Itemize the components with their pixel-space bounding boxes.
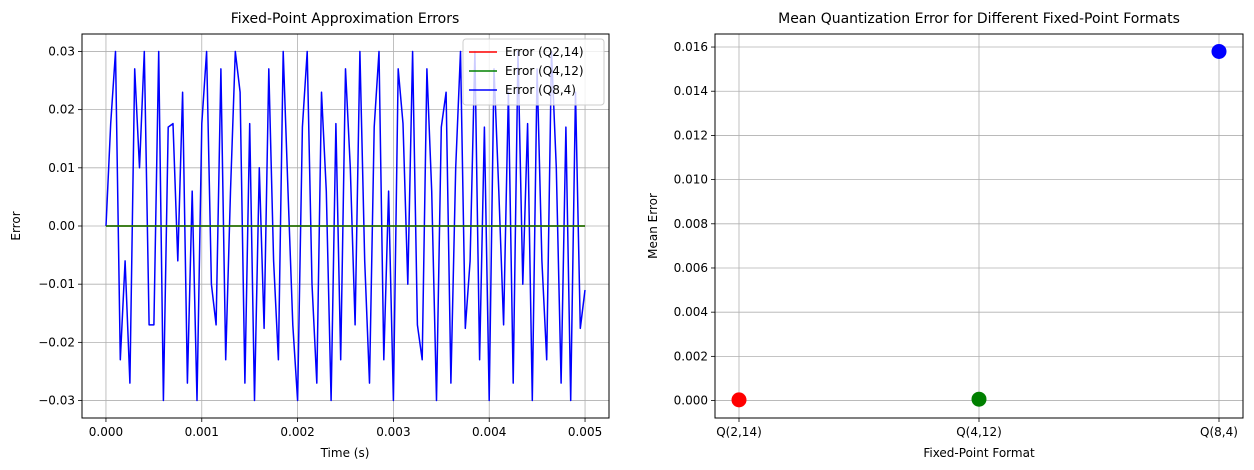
left-ytick-label: −0.02 [38,335,75,349]
left-ticks: 0.000 0.001 0.002 0.003 0.004 0.005 −0.03 −0.02… [38,44,602,439]
right-point-2 [1211,43,1227,59]
right-points [731,43,1227,408]
right-ytick-label: 0.014 [674,84,708,98]
left-ytick-label: 0.03 [48,44,75,58]
legend-label: Error (Q8,4) [505,83,576,97]
left-xtick-label: 0.002 [280,425,314,439]
right-ticks: Q(2,14) Q(4,12) Q(8,4) 0.000 0.002 0.004 0.006… [674,40,1238,439]
left-xtick-label: 0.000 [89,425,123,439]
left-xtick-label: 0.005 [568,425,602,439]
left-ytick-label: 0.02 [48,103,75,117]
left-ytick-label: 0.01 [48,161,75,175]
right-point-0 [731,392,747,408]
right-ylabel: Mean Error [646,193,660,259]
left-xtick-label: 0.004 [472,425,506,439]
right-ytick-label: 0.016 [674,40,708,54]
right-ytick-label: 0.002 [674,349,708,363]
right-ytick-label: 0.008 [674,217,708,231]
left-chart: Fixed-Point Approximation Errors 0.000 0.… [9,11,610,460]
right-ytick-label: 0.010 [674,173,708,187]
right-ytick-label: 0.000 [674,394,708,408]
right-ytick-label: 0.012 [674,128,708,142]
right-chart-title: Mean Quantization Error for Different Fi… [778,11,1180,27]
left-legend: Error (Q2,14) Error (Q4,12) Error (Q8,4) [462,38,605,106]
left-xtick-label: 0.001 [185,425,219,439]
left-series [105,50,586,402]
right-xtick-label: Q(4,12) [956,425,1002,439]
left-ytick-label: 0.00 [48,219,75,233]
right-xtick-label: Q(8,4) [1200,425,1238,439]
right-ytick-label: 0.004 [674,305,708,319]
left-chart-title: Fixed-Point Approximation Errors [231,11,460,27]
legend-label: Error (Q4,12) [505,64,584,78]
left-xtick-label: 0.003 [376,425,410,439]
right-ytick-label: 0.006 [674,261,708,275]
left-ylabel: Error [9,211,23,240]
left-ytick-label: −0.03 [38,394,75,408]
right-point-1 [971,391,987,407]
right-xlabel: Fixed-Point Format [923,446,1035,460]
right-grid [715,34,1243,418]
left-xlabel: Time (s) [320,446,370,460]
legend-box [462,38,605,106]
left-series-line-2 [105,50,586,402]
legend-label: Error (Q2,14) [505,45,584,59]
left-ytick-label: −0.01 [38,277,75,291]
right-xtick-label: Q(2,14) [716,425,762,439]
right-chart: Mean Quantization Error for Different Fi… [646,11,1244,460]
